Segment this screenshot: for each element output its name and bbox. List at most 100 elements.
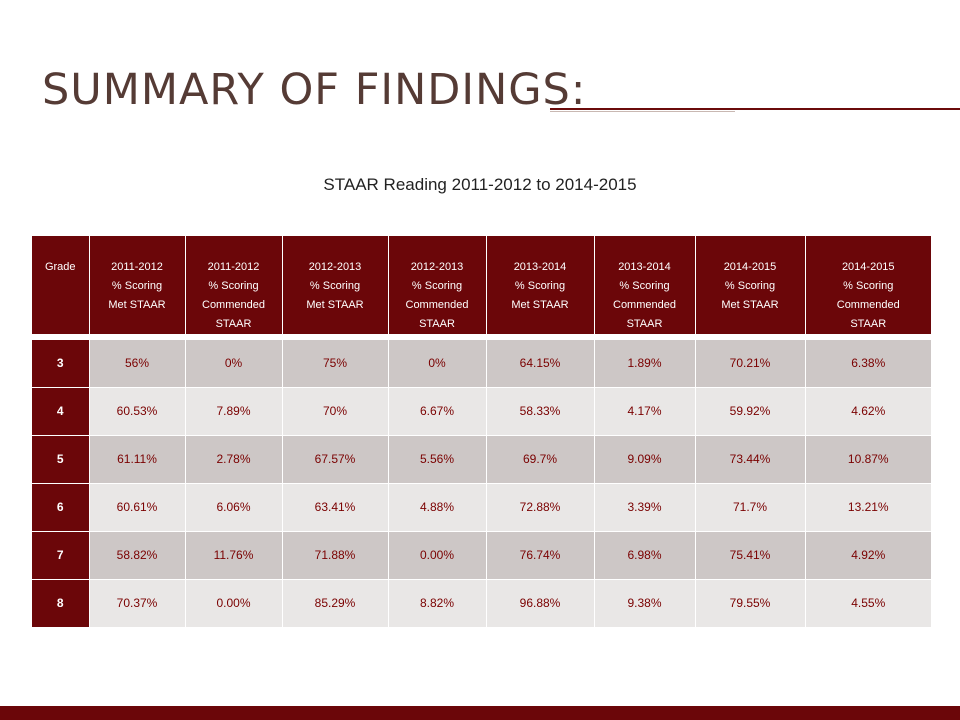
value-cell: 56% xyxy=(89,338,186,387)
column-header-line: Commended xyxy=(405,299,469,311)
table-row: 8 70.37% 0.00% 85.29% 8.82% 96.88% 9.38% 79.55%… xyxy=(32,578,931,627)
value-cell: 6.98% xyxy=(594,530,696,579)
column-header: 2014-2015 % Scoring Commended STAAR xyxy=(805,236,931,334)
column-header-line: 2013-2014 xyxy=(513,261,567,273)
grade-cell: 4 xyxy=(32,386,90,435)
value-cell: 60.61% xyxy=(89,482,186,531)
value-cell: 4.92% xyxy=(805,530,931,579)
column-header-line: 2012-2013 xyxy=(308,261,362,273)
column-header-line: Met STAAR xyxy=(108,299,166,311)
column-header-line: % Scoring xyxy=(514,280,566,292)
column-header-line: Met STAAR xyxy=(721,299,779,311)
column-header-line: STAAR xyxy=(850,318,887,330)
value-cell: 69.7% xyxy=(486,434,595,483)
value-cell: 72.88% xyxy=(486,482,595,531)
value-cell: 75.41% xyxy=(695,530,806,579)
value-cell: 63.41% xyxy=(282,482,389,531)
value-cell: 59.92% xyxy=(695,386,806,435)
column-header-line: STAAR xyxy=(215,318,252,330)
column-header-line: Commended xyxy=(202,299,265,311)
value-cell: 73.44% xyxy=(695,434,806,483)
column-header: 2012-2013 % Scoring Met STAAR xyxy=(282,236,389,334)
value-cell: 2.78% xyxy=(185,434,283,483)
value-cell: 71.7% xyxy=(695,482,806,531)
column-header-line: % Scoring xyxy=(724,280,776,292)
column-header: 2012-2013 % Scoring Commended STAAR xyxy=(388,236,487,334)
value-cell: 11.76% xyxy=(185,530,283,579)
table-caption: STAAR Reading 2011-2012 to 2014-2015 xyxy=(323,175,637,194)
grade-cell: 5 xyxy=(32,434,90,483)
column-header: 2011-2012 % Scoring Commended STAAR xyxy=(185,236,283,334)
table-row: 5 61.11% 2.78% 67.57% 5.56% 69.7% 9.09% 73.44% 1… xyxy=(32,434,931,483)
grade-cell: 6 xyxy=(32,482,90,531)
column-header-line: 2011-2012 xyxy=(207,261,260,273)
column-header-line: 2013-2014 xyxy=(618,261,671,273)
value-cell: 58.33% xyxy=(486,386,595,435)
column-header: 2014-2015 % Scoring Met STAAR xyxy=(695,236,806,334)
value-cell: 71.88% xyxy=(282,530,389,579)
value-cell: 6.38% xyxy=(805,338,931,387)
value-cell: 9.38% xyxy=(594,578,696,627)
column-header-grade: Grade xyxy=(32,236,90,334)
column-header-line: % Scoring xyxy=(411,280,463,292)
spacer-cell xyxy=(32,334,931,339)
column-header-line: % Scoring xyxy=(843,280,894,292)
value-cell: 4.88% xyxy=(388,482,487,531)
column-header-line: % Scoring xyxy=(619,280,670,292)
value-cell: 8.82% xyxy=(388,578,487,627)
title-underline-light xyxy=(550,111,735,112)
staar-results-table: Grade 2011-2012% Scoring Met STAAR 2011-201… xyxy=(32,236,931,627)
value-cell: 1.89% xyxy=(594,338,696,387)
column-header: 2013-2014 % Scoring Met STAAR xyxy=(486,236,595,334)
column-header: 2013-2014 % Scoring Commended STAAR xyxy=(594,236,696,334)
grade-cell: 7 xyxy=(32,530,90,579)
column-header-line: STAAR xyxy=(419,318,455,330)
value-cell: 64.15% xyxy=(486,338,595,387)
value-cell: 7.89% xyxy=(185,386,283,435)
value-cell: 4.62% xyxy=(805,386,931,435)
value-cell: 67.57% xyxy=(282,434,389,483)
value-cell: 4.17% xyxy=(594,386,696,435)
slide-title: Summary of Findings: xyxy=(42,65,587,115)
column-header-line: Commended xyxy=(836,299,900,311)
value-cell: 10.87% xyxy=(805,434,931,483)
value-cell: 5.56% xyxy=(388,434,487,483)
value-cell: 3.39% xyxy=(594,482,696,531)
value-cell: 75% xyxy=(282,338,389,387)
column-header-line: Met STAAR xyxy=(511,299,569,311)
value-cell: 70.37% xyxy=(89,578,186,627)
value-cell: 70% xyxy=(282,386,389,435)
value-cell: 79.55% xyxy=(695,578,806,627)
column-header-line: % Scoring xyxy=(309,280,361,292)
column-header-line: 2014-2015 xyxy=(723,261,777,273)
column-header-line: 2012-2013 xyxy=(410,261,464,273)
table-row: 3 56% 0% 75% 0% 64.15% 1.89% 70.21% 6.38% xyxy=(32,338,931,387)
footer-band xyxy=(0,706,960,720)
value-cell: 4.55% xyxy=(805,578,931,627)
value-cell: 0% xyxy=(388,338,487,387)
grade-cell: 8 xyxy=(32,578,90,627)
value-cell: 0.00% xyxy=(185,578,283,627)
value-cell: 85.29% xyxy=(282,578,389,627)
value-cell: 0% xyxy=(185,338,283,387)
value-cell: 61.11% xyxy=(89,434,186,483)
column-header-line: % Scoring xyxy=(208,280,259,292)
column-header-line: Commended xyxy=(613,299,676,311)
value-cell: 6.67% xyxy=(388,386,487,435)
title-underline xyxy=(550,108,960,110)
column-header-line: 2011-2012 xyxy=(111,261,163,273)
table-header-row: Grade 2011-2012% Scoring Met STAAR 2011-201… xyxy=(32,236,931,334)
column-header-line: 2014-2015 xyxy=(841,261,895,273)
header-spacer xyxy=(32,334,931,339)
column-header: 2011-2012 % Scoring Met STAAR xyxy=(89,236,186,334)
column-header-line: Met STAAR xyxy=(306,299,364,311)
table-row: 4 60.53% 7.89% 70% 6.67% 58.33% 4.17% 59.92% 4.6… xyxy=(32,386,931,435)
value-cell: 96.88% xyxy=(486,578,595,627)
column-header-line: % Scoring xyxy=(111,280,163,292)
column-header-line: STAAR xyxy=(626,318,663,330)
value-cell: 13.21% xyxy=(805,482,931,531)
value-cell: 9.09% xyxy=(594,434,696,483)
table-row: 7 58.82% 11.76% 71.88% 0.00% 76.74% 6.98% 75.41… xyxy=(32,530,931,579)
column-header-line: Grade xyxy=(44,261,76,273)
grade-cell: 3 xyxy=(32,338,90,387)
